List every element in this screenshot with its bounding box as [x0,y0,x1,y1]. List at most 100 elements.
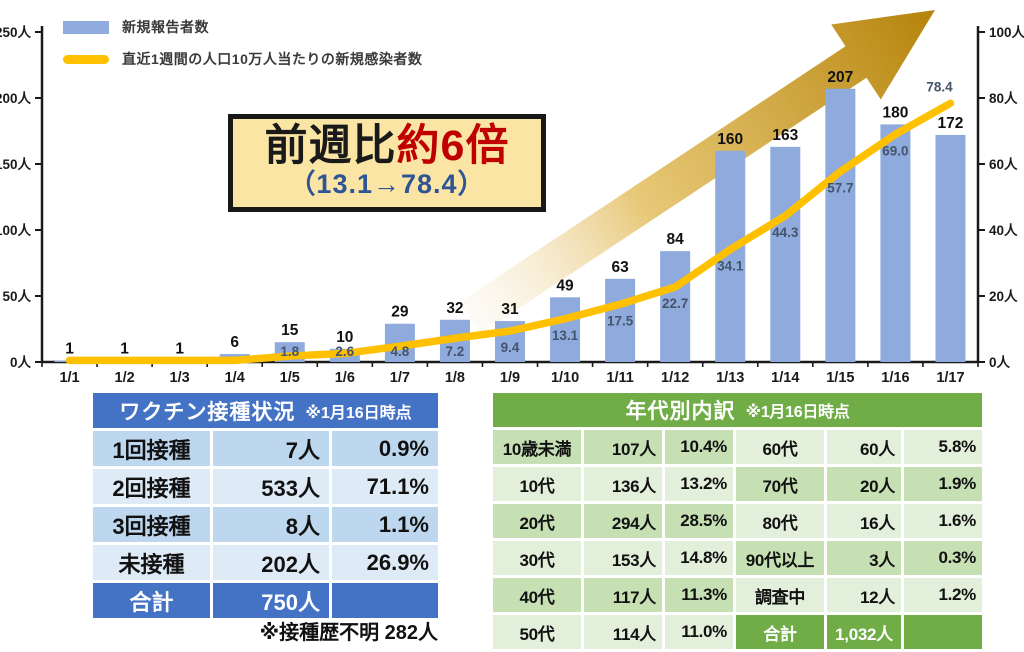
age-row-count: 12人 [827,578,901,612]
x-tick-label: 1/7 [390,370,410,386]
x-tick-label: 1/11 [606,370,633,386]
bar-value-label: 207 [827,69,853,86]
line-value-label: 13.1 [552,328,579,343]
vaccine-row-label: 未接種 [93,545,210,580]
bar [880,124,911,363]
y-tick-label-left: 50人 [2,289,31,304]
y-tick-label-left: 150人 [0,157,31,172]
age-row-count: 114人 [584,615,662,649]
line-value-label: 4.8 [390,344,409,359]
x-tick-label: 1/6 [335,370,355,386]
growth-arrow-icon [459,10,935,334]
x-tick-label: 1/13 [716,370,744,386]
age-row-label: 40代 [493,578,581,612]
bar-value-label: 180 [882,104,908,121]
line-value-label: 9.4 [501,340,520,355]
bar-value-label: 15 [281,322,299,339]
vaccine-row-percent: 71.1% [332,469,438,504]
bar-value-label: 172 [938,115,964,132]
age-row-label: 70代 [736,467,824,501]
line-value-label: 22.7 [662,296,688,311]
bar-value-label: 163 [772,127,798,144]
line-value-label: 1.8 [280,344,299,359]
bar-value-label: 1 [175,341,184,358]
chart-svg: 0人 50人 100人 150人 200人 250人 0人 20人 40人 60人 80人 100人 1… [0,10,1024,386]
bar-legend-label: 新規報告者数 [122,19,209,35]
x-tick-label: 1/12 [661,370,689,386]
vaccine-row-count: 202人 [213,545,329,580]
bar-value-label: 31 [501,301,519,318]
age-row-percent: 14.8% [665,541,733,575]
age-table-header: 年代別内訳 ※1月16日時点 [493,393,982,427]
age-row-count: 20人 [827,467,901,501]
vaccine-row-percent [332,583,438,618]
age-row-label: 80代 [736,504,824,538]
age-row-label: 10代 [493,467,581,501]
vaccine-row-label: 1回接種 [93,431,210,466]
y-tick-label-right: 60人 [989,157,1018,172]
age-row-percent: 28.5% [665,504,733,538]
bar-legend-swatch-icon [63,20,109,34]
age-row-count: 3人 [827,541,901,575]
callout-highlight: 約6倍 [396,122,510,170]
y-tick-label-right: 20人 [989,289,1018,304]
age-row-percent: 1.2% [904,578,982,612]
vaccine-row-count: 7人 [213,431,329,466]
callout-box: 前週比約6倍 （13.1→78.4） [228,114,546,212]
age-row-count: 107人 [584,430,662,464]
bar-value-label: 49 [556,277,574,294]
age-row-label: 調査中 [736,578,824,612]
callout-headline: 前週比約6倍 [239,122,535,170]
bar-value-label: 6 [230,334,239,351]
x-tick-label: 1/17 [936,370,964,386]
age-row-label: 90代以上 [736,541,824,575]
line-value-label: 69.0 [882,143,908,158]
age-table-header-title: 年代別内訳 [625,400,736,423]
vaccine-row-count: 8人 [213,507,329,542]
line-value-label: 34.1 [717,258,744,273]
y-tick-label-left: 250人 [0,25,31,40]
x-tick-label: 1/14 [771,370,799,386]
age-total-count: 1,032人 [827,615,901,649]
x-tick-label: 1/5 [280,370,300,386]
vaccine-row-percent: 1.1% [332,507,438,542]
line-value-label: 78.4 [926,79,953,94]
age-row-count: 16人 [827,504,901,538]
line-value-label: 17.5 [607,313,634,328]
bar-value-label: 1 [65,341,74,358]
y-tick-label-right: 40人 [989,223,1018,238]
line-value-label: 44.3 [772,225,799,240]
x-tick-label: 1/15 [826,370,854,386]
age-row-percent: 11.0% [665,615,733,649]
bar-value-label: 63 [611,259,629,276]
age-row-count: 117人 [584,578,662,612]
vaccine-row-count: 750人 [213,583,329,618]
bar [550,297,581,362]
x-tick-label: 1/3 [170,370,190,386]
vaccine-table-header: ワクチン接種状況 ※1月16日時点 [93,393,438,428]
callout-prefix: 前週比 [264,122,397,170]
age-row-label: 10歳未満 [493,430,581,464]
vaccine-row-percent: 0.9% [332,431,438,466]
callout-sub: （13.1→78.4） [288,169,486,200]
vaccine-footnote: ※接種歴不明 282人 [259,622,438,644]
age-row-percent: 11.3% [665,578,733,612]
age-row-percent [904,615,982,649]
age-row-label: 50代 [493,615,581,649]
age-row-count: 294人 [584,504,662,538]
y-tick-label-left: 100人 [0,223,31,238]
vaccine-table-header-title: ワクチン接種状況 [119,400,296,424]
age-row-count: 153人 [584,541,662,575]
vaccine-row-percent: 26.9% [332,545,438,580]
vaccine-table-header-note: ※1月16日時点 [305,404,412,422]
trend-line [65,99,955,365]
bar [660,251,691,362]
x-tick-label: 1/1 [59,370,79,386]
y-tick-label-left: 0人 [10,355,32,370]
bar-value-label: 32 [446,300,463,317]
bar-value-label: 160 [717,131,743,148]
vaccine-table: ワクチン接種状況 ※1月16日時点 1回接種 7人 0.9% 2回接種 533人 71.1% 3… [93,393,438,618]
bar-value-label: 1 [120,341,129,358]
vaccine-row-label: 合計 [93,583,210,618]
age-row-label: 20代 [493,504,581,538]
